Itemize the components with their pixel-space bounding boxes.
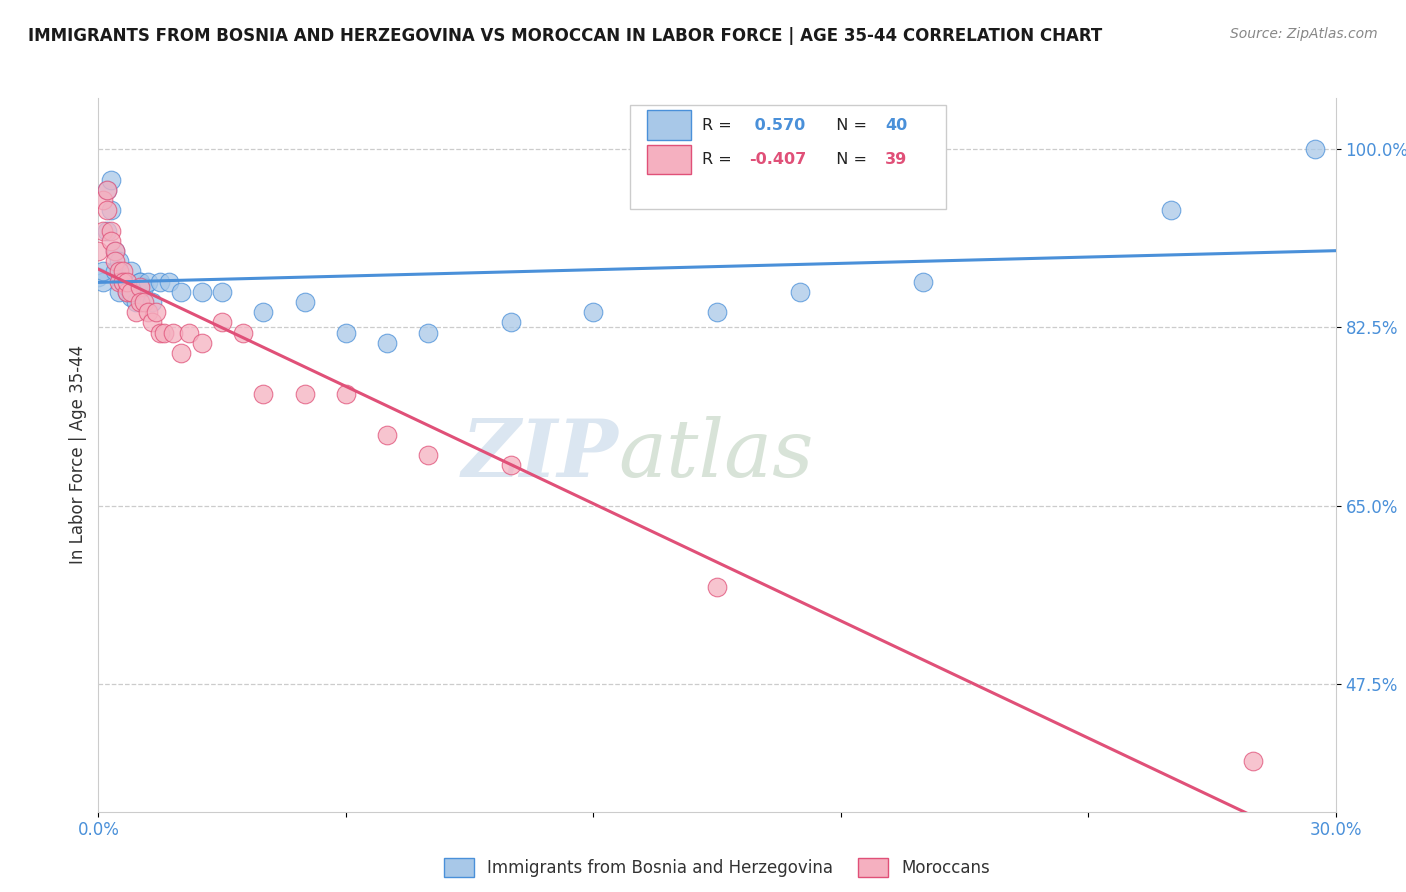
Text: 40: 40 — [886, 118, 908, 133]
Point — [108, 285, 131, 299]
Text: IMMIGRANTS FROM BOSNIA AND HERZEGOVINA VS MOROCCAN IN LABOR FORCE | AGE 35-44 CO: IMMIGRANTS FROM BOSNIA AND HERZEGOVINA V… — [28, 27, 1102, 45]
Text: Source: ZipAtlas.com: Source: ZipAtlas.com — [1230, 27, 1378, 41]
Point — [1160, 203, 1182, 218]
Text: R =: R = — [702, 118, 737, 133]
Point — [582, 305, 605, 319]
Point — [96, 183, 118, 197]
Point — [104, 244, 127, 258]
Text: N =: N = — [825, 152, 872, 167]
Point — [112, 275, 135, 289]
Point — [149, 275, 172, 289]
Text: 39: 39 — [886, 152, 908, 167]
Point — [91, 264, 114, 278]
Point — [100, 224, 122, 238]
Point — [100, 234, 122, 248]
Point — [789, 285, 811, 299]
Point — [294, 295, 316, 310]
Point — [375, 427, 398, 442]
Point — [120, 290, 142, 304]
Point — [132, 295, 155, 310]
Point — [124, 295, 146, 310]
Point — [252, 386, 274, 401]
Point — [117, 279, 139, 293]
Point — [162, 326, 184, 340]
Point — [104, 244, 127, 258]
Point — [157, 275, 180, 289]
Point — [128, 275, 150, 289]
Point — [87, 244, 110, 258]
Point — [112, 275, 135, 289]
Point — [141, 295, 163, 310]
Point — [170, 285, 193, 299]
Point — [136, 305, 159, 319]
Point — [232, 326, 254, 340]
Point — [179, 326, 201, 340]
Point — [145, 305, 167, 319]
Point — [128, 279, 150, 293]
Point — [87, 269, 110, 284]
Point — [1241, 754, 1264, 768]
Point — [211, 285, 233, 299]
Point — [128, 295, 150, 310]
Point — [1303, 142, 1326, 156]
FancyBboxPatch shape — [647, 145, 692, 175]
Point — [96, 224, 118, 238]
Point — [124, 305, 146, 319]
Text: 0.570: 0.570 — [749, 118, 806, 133]
Text: R =: R = — [702, 152, 737, 167]
Point — [96, 183, 118, 197]
Point — [120, 285, 142, 299]
Point — [294, 386, 316, 401]
Point — [108, 264, 131, 278]
Point — [100, 172, 122, 186]
Point — [108, 275, 131, 289]
Point — [499, 458, 522, 472]
Point — [149, 326, 172, 340]
Point — [91, 224, 114, 238]
Point — [499, 315, 522, 329]
Point — [112, 275, 135, 289]
Point — [418, 448, 440, 462]
Point — [117, 275, 139, 289]
Point — [128, 275, 150, 289]
FancyBboxPatch shape — [647, 111, 692, 140]
Text: ZIP: ZIP — [461, 417, 619, 493]
Point — [108, 254, 131, 268]
Point — [120, 264, 142, 278]
Point — [104, 264, 127, 278]
Point — [335, 326, 357, 340]
Point — [912, 275, 935, 289]
Point — [211, 315, 233, 329]
Point — [141, 315, 163, 329]
Y-axis label: In Labor Force | Age 35-44: In Labor Force | Age 35-44 — [69, 345, 87, 565]
Point — [190, 285, 212, 299]
Point — [418, 326, 440, 340]
Point — [100, 203, 122, 218]
Point — [96, 203, 118, 218]
Text: -0.407: -0.407 — [749, 152, 807, 167]
Point — [91, 193, 114, 207]
Point — [117, 285, 139, 299]
Point — [136, 275, 159, 289]
Point — [375, 335, 398, 350]
Point — [91, 275, 114, 289]
Point — [153, 326, 176, 340]
Point — [117, 285, 139, 299]
FancyBboxPatch shape — [630, 105, 946, 209]
Point — [132, 279, 155, 293]
Text: atlas: atlas — [619, 417, 814, 493]
Legend: Immigrants from Bosnia and Herzegovina, Moroccans: Immigrants from Bosnia and Herzegovina, … — [436, 849, 998, 886]
Point — [706, 305, 728, 319]
Point — [190, 335, 212, 350]
Point — [252, 305, 274, 319]
Point — [706, 581, 728, 595]
Text: N =: N = — [825, 118, 872, 133]
Point — [104, 254, 127, 268]
Point — [112, 264, 135, 278]
Point — [335, 386, 357, 401]
Point — [170, 346, 193, 360]
